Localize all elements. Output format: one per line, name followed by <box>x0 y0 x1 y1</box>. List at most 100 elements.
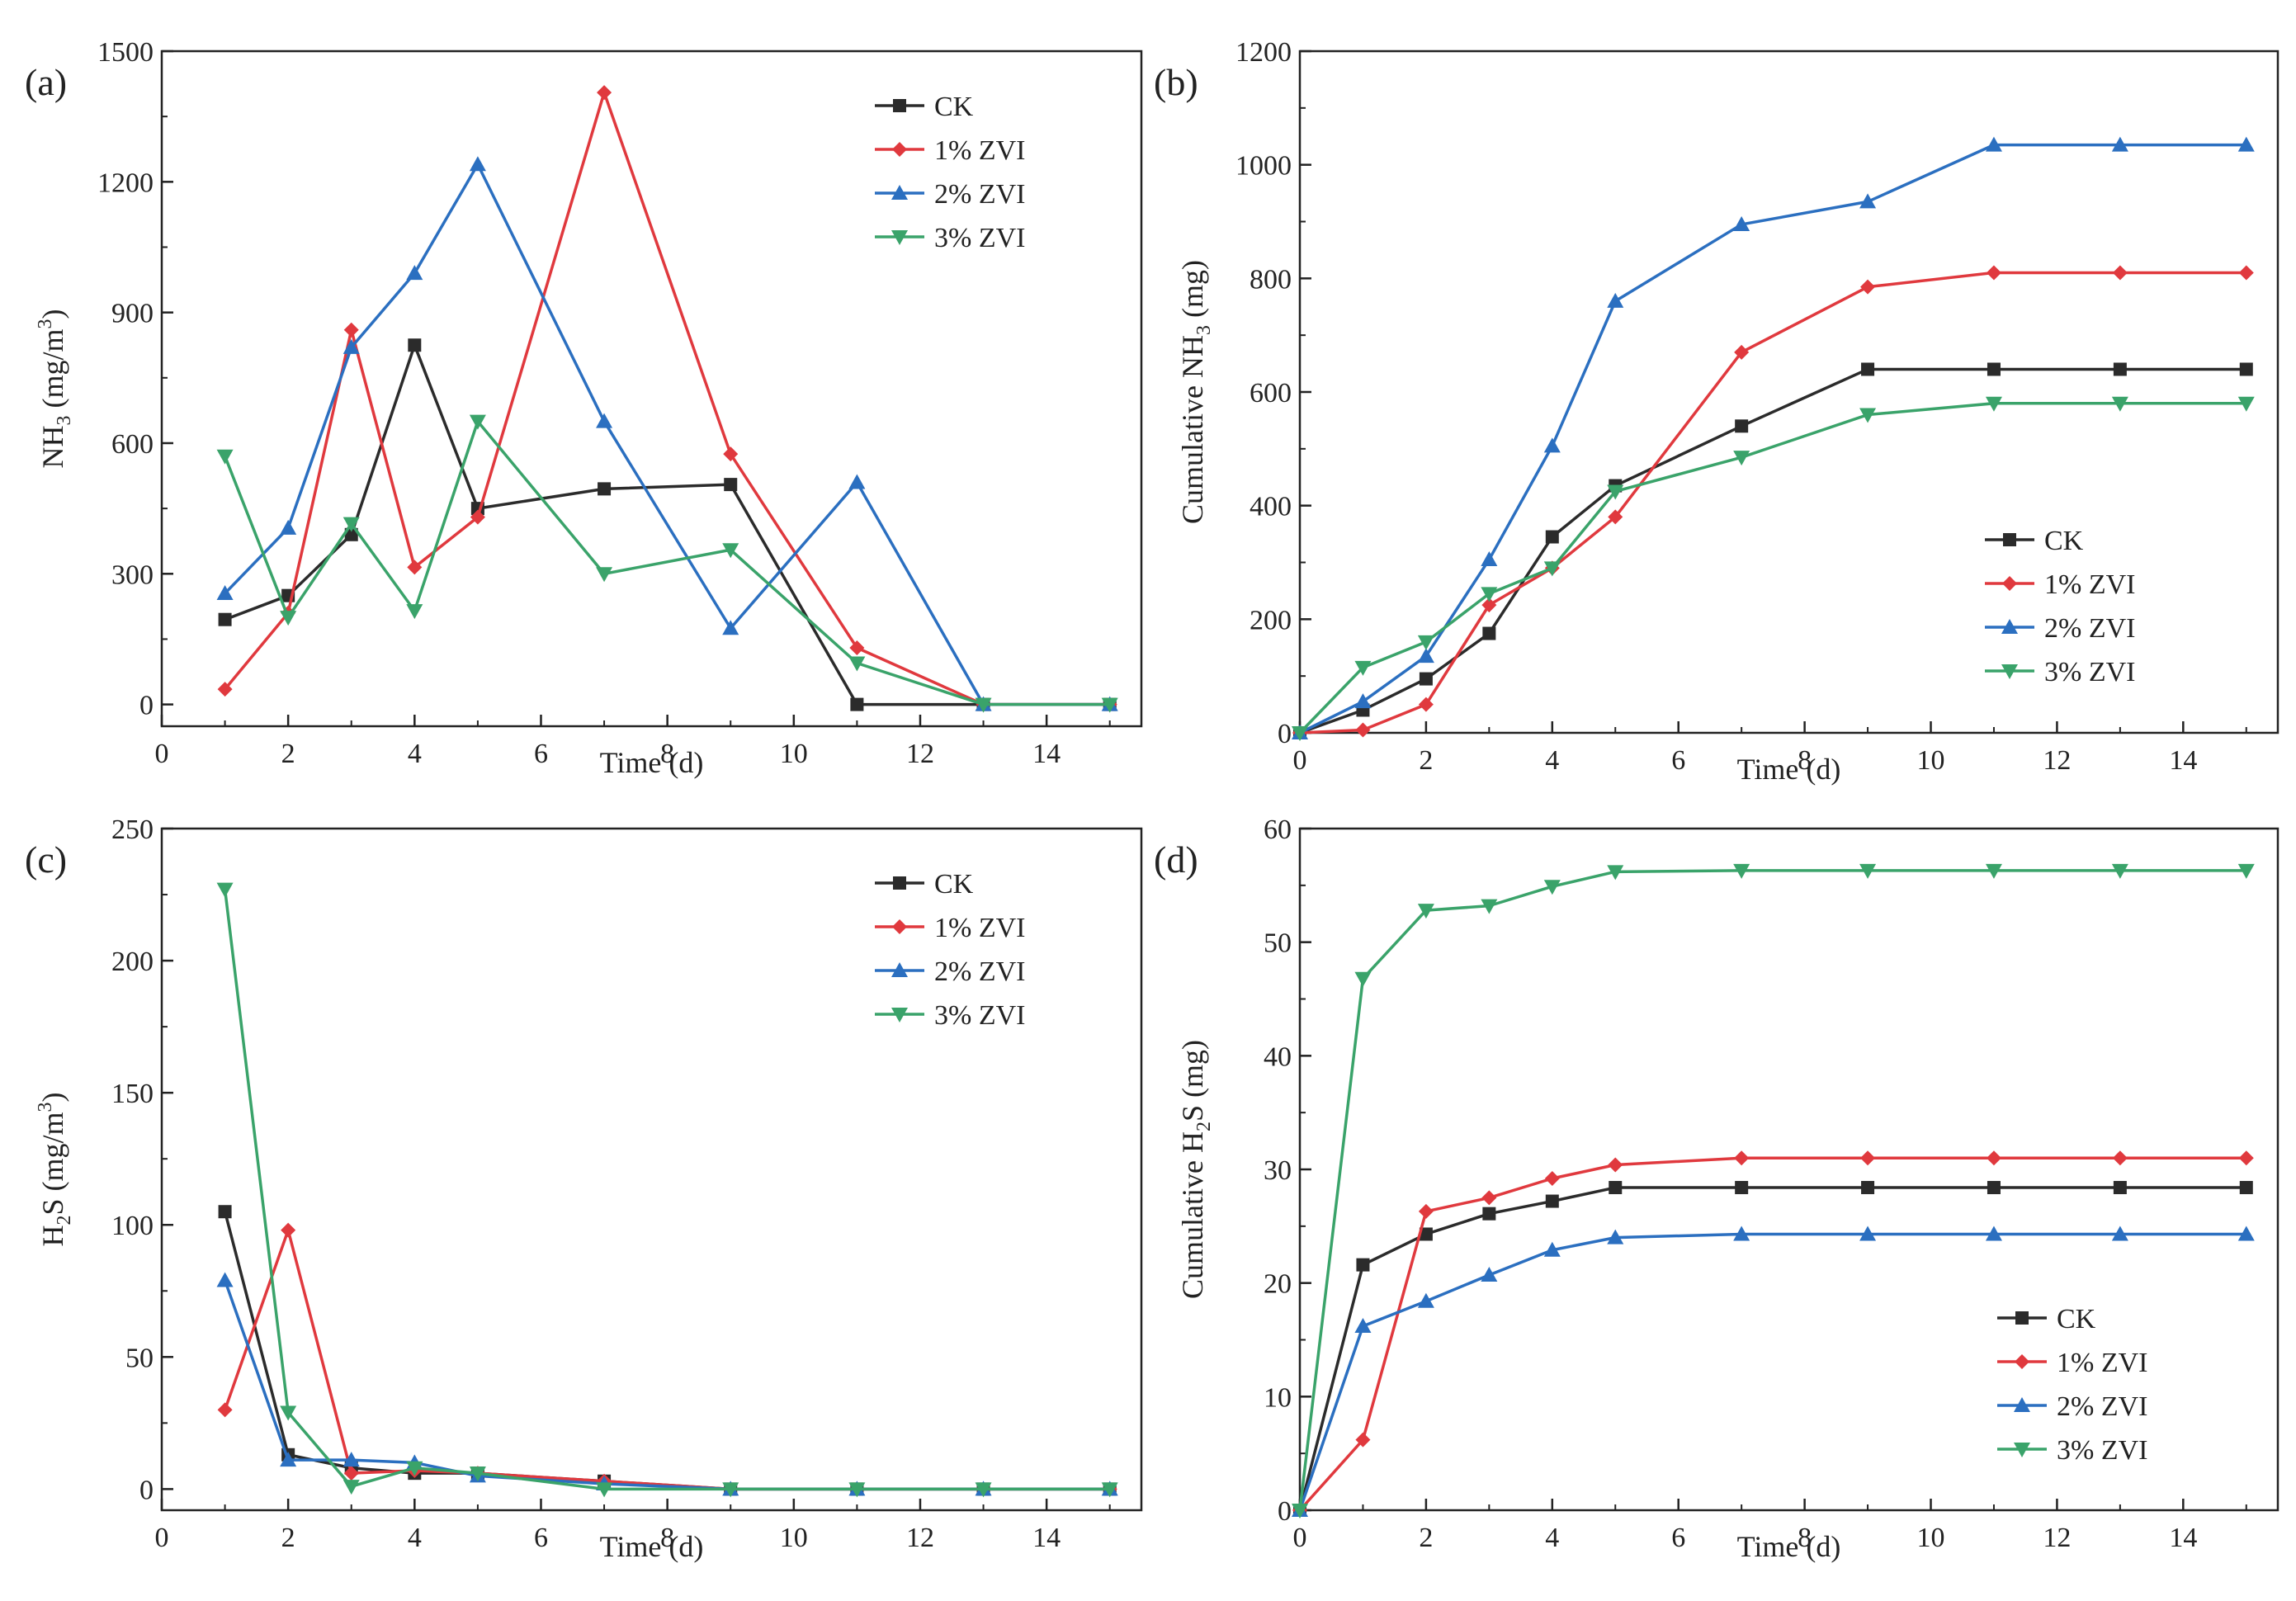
data-point <box>217 1402 233 1418</box>
data-point <box>1482 626 1496 640</box>
data-point <box>1545 530 1559 544</box>
data-point <box>407 560 423 575</box>
x-tick-label: 10 <box>1917 1523 1945 1553</box>
x-axis-label: Time (d) <box>1737 753 1841 786</box>
y-tick-label: 800 <box>1250 264 1292 295</box>
y-tick-label: 1200 <box>97 168 154 198</box>
data-point <box>406 1461 423 1476</box>
legend-marker <box>2003 533 2016 546</box>
data-point <box>216 882 234 898</box>
data-point <box>975 1482 992 1498</box>
legend-marker <box>893 99 906 112</box>
data-point <box>849 640 865 656</box>
y-tick-label: 30 <box>1264 1155 1292 1186</box>
series-line <box>223 1279 1110 1491</box>
y-axis-label-unit: (mg) <box>1176 260 1209 325</box>
series-ck <box>218 1205 1117 1496</box>
x-tick-label: 0 <box>155 1523 169 1553</box>
series-3-zvi <box>1292 863 2255 1518</box>
data-point <box>280 611 297 626</box>
data-point <box>1859 408 1877 423</box>
data-point <box>1419 1227 1433 1241</box>
data-point <box>1733 215 1750 231</box>
data-point <box>281 1222 296 1238</box>
data-point <box>1985 863 2002 879</box>
data-point <box>406 265 423 281</box>
data-point <box>2112 1150 2128 1166</box>
data-point <box>2238 265 2254 281</box>
data-point <box>343 1452 360 1467</box>
data-point <box>408 338 422 352</box>
y-axis-label: H2S (mg/m3) <box>35 1092 75 1246</box>
y-axis-label-unit: (mg/m <box>36 329 69 416</box>
x-tick-label: 14 <box>1032 1523 1061 1553</box>
x-tick-label: 10 <box>1917 745 1945 776</box>
legend-entry: CK <box>875 869 974 900</box>
y-tick-label: 0 <box>1278 1496 1292 1527</box>
legend-marker <box>2002 576 2017 591</box>
data-point <box>1607 292 1624 308</box>
legend-marker <box>891 962 908 977</box>
legend-entry: 2% ZVI <box>1997 1391 2147 1422</box>
data-point <box>722 543 739 559</box>
data-point <box>1987 362 2001 376</box>
x-tick-label: 14 <box>2169 1523 2197 1553</box>
x-tick-label: 12 <box>2043 745 2071 776</box>
y-tick-label: 900 <box>111 299 154 329</box>
y-tick-label: 60 <box>1264 815 1292 845</box>
data-point <box>1861 362 1875 376</box>
legend-label: 2% ZVI <box>2044 613 2135 644</box>
data-point <box>848 474 866 489</box>
data-point <box>1417 904 1434 919</box>
data-point <box>1734 1150 1750 1166</box>
data-point <box>216 449 234 465</box>
legend-entry: CK <box>1985 526 2084 556</box>
chart-panel-2: 0 2 4 6 8 10 12 14 0 200 400 600 800 1000 1200 Time (d)… <box>1154 37 2279 786</box>
data-point <box>2239 1181 2253 1195</box>
y-axis-label-close: ) <box>36 309 69 319</box>
x-tick-label: 8 <box>660 739 674 769</box>
y-tick-label: 0 <box>1278 719 1292 749</box>
data-point <box>1543 437 1561 453</box>
data-point <box>1859 863 1877 879</box>
data-point <box>1481 551 1498 567</box>
legend-label: CK <box>2057 1304 2096 1334</box>
series-line <box>223 419 1110 706</box>
legend-label: 2% ZVI <box>934 956 1025 987</box>
series-3-zvi <box>1292 396 2255 741</box>
legend-label: 2% ZVI <box>934 179 1025 210</box>
data-point <box>1481 899 1498 914</box>
data-point <box>1354 693 1372 709</box>
data-point <box>1354 971 1372 987</box>
data-point <box>1543 561 1561 577</box>
legend-entry: 1% ZVI <box>1985 569 2135 600</box>
data-point <box>218 612 232 626</box>
data-point <box>2112 265 2128 281</box>
legend-marker <box>893 876 906 890</box>
series-line <box>223 889 1110 1491</box>
data-point <box>2237 1226 2255 1241</box>
series-line <box>223 1228 1110 1491</box>
x-tick-label: 4 <box>408 1523 422 1553</box>
x-tick-label: 2 <box>1419 745 1433 776</box>
y-axis-label: Cumulative NH3 (mg) <box>1176 260 1215 524</box>
data-point <box>1733 863 1750 879</box>
legend-label: 1% ZVI <box>934 135 1025 166</box>
x-tick-label: 4 <box>1545 1523 1559 1553</box>
data-point <box>1735 1181 1749 1195</box>
data-point <box>216 1272 234 1287</box>
data-point <box>1985 136 2002 152</box>
data-point <box>1544 1171 1560 1187</box>
x-tick-label: 10 <box>780 1523 808 1553</box>
legend-marker <box>891 185 908 200</box>
data-point <box>1543 880 1561 895</box>
y-axis-label-sub: 2 <box>1193 1122 1215 1131</box>
x-tick-label: 2 <box>281 739 295 769</box>
legend-label: CK <box>934 92 974 122</box>
series-line <box>224 163 1110 706</box>
y-tick-label: 50 <box>125 1343 154 1373</box>
y-tick-label: 300 <box>111 560 154 590</box>
data-point <box>1735 419 1749 433</box>
